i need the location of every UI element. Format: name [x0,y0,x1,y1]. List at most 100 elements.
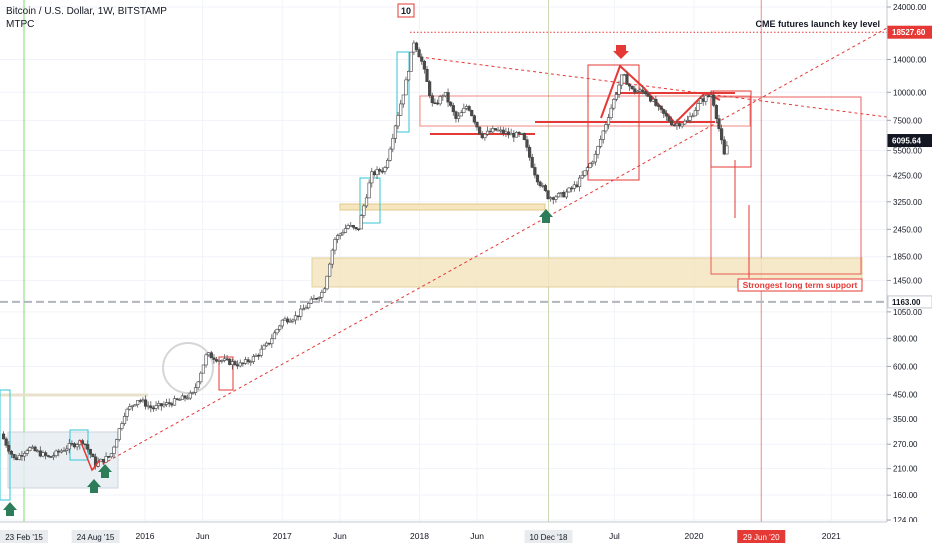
price-axis-label: 2450.00 [893,225,922,234]
candle-body [149,405,153,409]
time-axis-label: 2020 [685,531,704,541]
candle-body [191,392,195,394]
price-label-box [887,25,932,39]
count-badge-text: 10 [401,6,411,16]
candle-body [41,452,45,457]
candle-body [433,102,437,105]
candle-body [201,364,206,374]
candle-body [72,443,77,448]
candle-body [467,106,471,111]
chart-header: Bitcoin / U.S. Dollar, 1W, BITSTAMP MTPC [6,5,167,31]
support-annotation-label: Strongest long term support [743,280,858,290]
candle-body [280,319,284,327]
candle-body [120,423,124,429]
candle-body [504,131,508,134]
candle-body [354,227,358,230]
candle-body [493,128,498,131]
candle-body [414,42,419,50]
time-axis-label: 2021 [822,531,841,541]
buy-arrow-2015-b [98,464,112,478]
candle-body [67,443,71,450]
red-box-range-2018 [419,95,751,127]
candle-body [146,405,150,408]
candle-body [533,167,537,176]
candle-body [420,56,424,62]
price-axis-label: 10000.00 [893,88,927,97]
candle-body [183,395,187,399]
candle-body [117,428,121,440]
candle-body [222,358,227,361]
candle-body [28,447,32,451]
sell-arrow-2019 [613,45,629,59]
descending-resistance-line [419,56,888,118]
candle-body [580,175,584,179]
candle-body [17,455,21,460]
price-axis-background [887,0,932,550]
candle-body [441,95,445,98]
cme-annotation-label: CME futures launch key level [755,19,880,29]
candle-body [633,88,637,93]
candle-body [49,456,53,458]
candle-body [151,407,156,410]
time-axis-label: Jul [609,531,620,541]
candle-body [272,332,277,340]
candle-body [404,79,408,96]
candle-body [320,291,324,298]
candle-body [685,120,690,122]
candle-body [346,225,350,229]
candle-body [264,342,269,347]
candle-body [543,185,547,191]
candle-body [65,448,69,451]
candle-body [712,94,716,106]
mid-support-zone [339,203,546,211]
candle-body [262,345,266,350]
candle-body [693,110,697,117]
candle-body [599,139,603,147]
candle-body [614,94,618,100]
candle-body [46,455,50,457]
candle-body [430,95,434,104]
candle-body [230,361,234,365]
candle-body [428,81,432,96]
candle-body [128,406,132,410]
candle-body [1,433,6,440]
candle-body [157,403,161,406]
candle-body [104,456,108,463]
cyan-marker-box [359,177,381,224]
candle-body [204,354,208,366]
candle-body [220,360,224,362]
candle-body [83,443,87,446]
candle-body [551,197,555,200]
price-axis-label: 1850.00 [893,253,922,262]
candle-body [370,171,374,184]
candle-body [391,138,395,150]
candle-body [338,233,342,236]
candle-body [243,359,248,364]
candle-body [167,402,171,404]
candle-body [635,90,640,93]
cyan-marker-box [0,389,11,501]
candle-body [664,113,668,117]
candle-body [406,71,411,81]
candle-body [541,185,545,187]
candle-body [646,93,650,97]
candle-body [51,455,56,458]
candle-body [359,215,363,230]
candle-body [328,263,332,277]
time-axis-label: Jun [196,531,210,541]
price-axis-label: 3250.00 [893,198,922,207]
candle-body [496,129,500,132]
time-axis-label: 2016 [136,531,155,541]
candle-body [225,358,229,361]
candle-body [188,392,192,399]
price-axis-label: 1050.00 [893,308,922,317]
candle-body [304,307,308,310]
candle-body [593,153,597,163]
candle-body [165,402,169,405]
candle-body [335,235,340,240]
candle-body [186,397,190,400]
candle-body [462,108,466,113]
candle-body [572,184,576,189]
candle-body [299,308,303,317]
